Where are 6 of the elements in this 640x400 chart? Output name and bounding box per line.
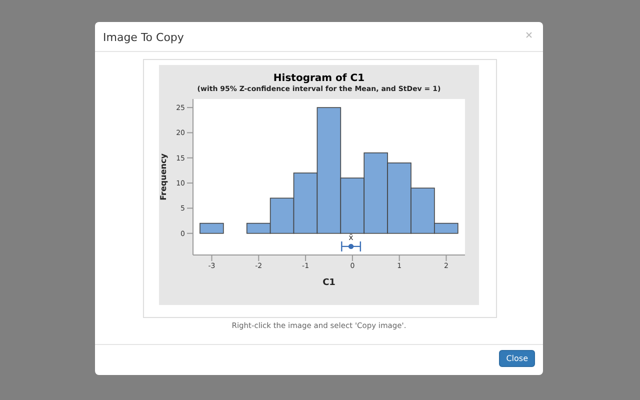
x-axis-title: C1 xyxy=(322,278,336,288)
chart-title: Histogram of C1 xyxy=(272,73,366,84)
text: Image To Copy xyxy=(103,31,184,44)
text: Close xyxy=(499,350,535,367)
y-axis-title: Frequency xyxy=(158,152,168,200)
series-label: x̄ xyxy=(348,232,354,242)
